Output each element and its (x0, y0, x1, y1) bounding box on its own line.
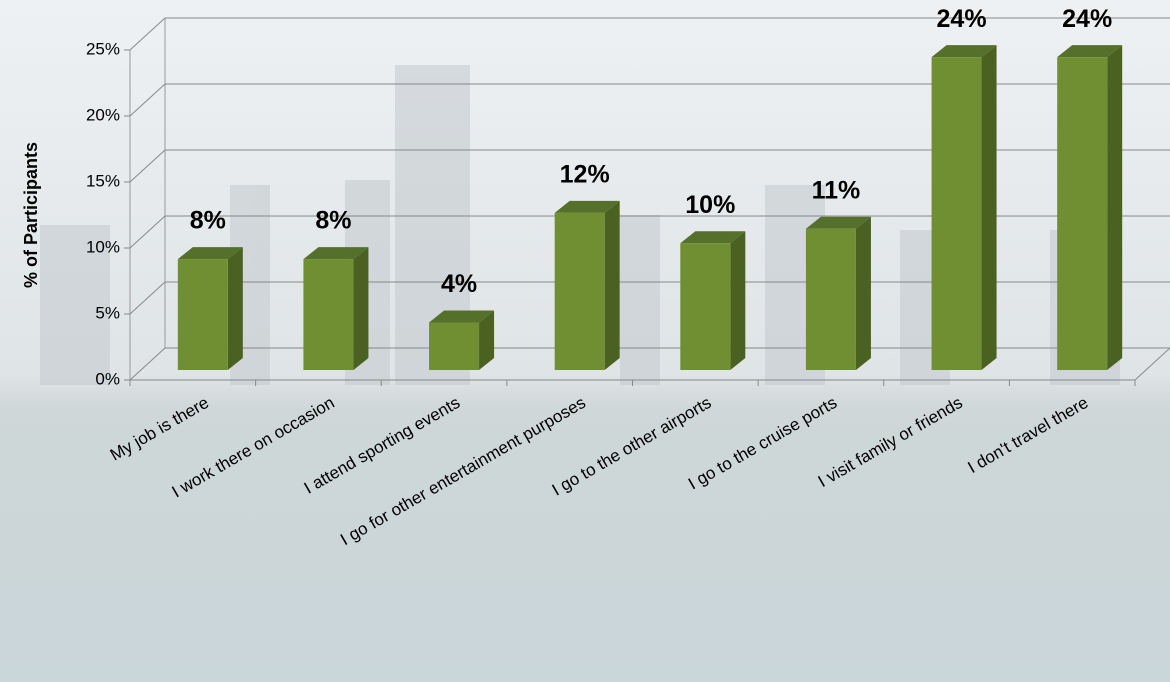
y-tick-label: 10% (86, 237, 120, 256)
bar (177, 259, 228, 370)
grid-line (129, 17, 166, 51)
bar-top (931, 45, 997, 58)
y-tick-label: 25% (86, 39, 120, 58)
bar-side (1107, 45, 1123, 370)
value-label: 11% (812, 176, 861, 204)
grid-line (129, 281, 166, 315)
bar-top (429, 310, 495, 323)
value-label: 4% (441, 270, 477, 298)
bar-top (680, 231, 746, 244)
y-tick-label: 5% (95, 303, 120, 322)
y-tick-label: 20% (86, 105, 120, 124)
bar (805, 228, 856, 370)
axis-line (1134, 347, 1170, 381)
bar (680, 243, 731, 370)
grid-line (129, 149, 166, 183)
value-label: 10% (685, 191, 735, 219)
y-tick-label: 15% (86, 171, 120, 190)
bar-top (1057, 45, 1123, 58)
grid-line (129, 215, 166, 249)
value-label: 8% (315, 207, 351, 235)
bar-side (730, 231, 746, 370)
bar (1057, 57, 1108, 370)
bar-top (805, 216, 871, 229)
value-label: 24% (937, 5, 987, 33)
bar (554, 212, 605, 370)
bar-side (479, 310, 495, 370)
value-label: 12% (560, 161, 610, 189)
grid-line (129, 83, 166, 117)
bar (429, 322, 480, 370)
bar-side (353, 247, 369, 370)
grid-line (129, 347, 166, 381)
bar-side (981, 45, 997, 370)
bar (303, 259, 354, 370)
bar-side (855, 216, 871, 370)
bar-side (227, 247, 243, 370)
value-label: 24% (1062, 5, 1112, 33)
y-tick-label: 0% (95, 369, 120, 388)
bar (931, 57, 982, 370)
y-axis-label: % of Participants (21, 142, 41, 288)
bar-top (303, 247, 369, 260)
value-label: 8% (190, 207, 226, 235)
bar-top (177, 247, 243, 260)
bar-side (604, 200, 620, 370)
bar-top (554, 200, 620, 213)
